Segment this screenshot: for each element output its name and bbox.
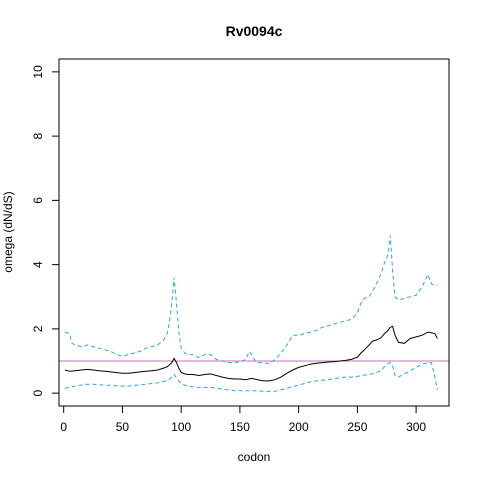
x-axis-label: codon [238,450,271,464]
series-line-lower-bound [64,361,438,393]
y-tick-label: 10 [31,65,45,79]
x-tick-label: 50 [116,420,130,434]
chart-title: Rv0094c [226,23,283,39]
x-tick-label: 300 [406,420,426,434]
plot-frame [58,58,450,407]
series-line-mean [64,325,438,382]
series-line-upper-bound [64,235,438,365]
x-axis: 0 50 100 150 200 250 300 [60,405,426,434]
y-axis: 0 2 4 6 8 10 [31,65,60,396]
x-tick-label: 250 [347,420,367,434]
plot-area [59,235,449,393]
y-tick-label: 2 [31,325,45,332]
y-axis-label: omega (dN/dS) [1,191,15,272]
y-tick-label: 0 [31,389,45,396]
x-tick-label: 150 [230,420,250,434]
y-tick-label: 6 [31,197,45,204]
x-tick-label: 0 [60,420,67,434]
x-tick-label: 100 [171,420,191,434]
x-tick-label: 200 [289,420,309,434]
y-tick-label: 4 [31,261,45,268]
y-tick-label: 8 [31,132,45,139]
